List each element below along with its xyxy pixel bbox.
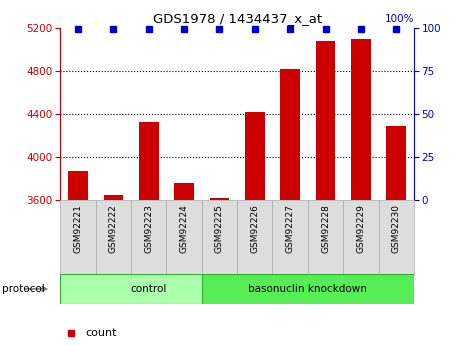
Bar	[131, 200, 166, 274]
Bar	[96, 200, 131, 274]
Bar	[174, 183, 194, 200]
Bar	[202, 274, 414, 304]
Text: GSM92222: GSM92222	[109, 204, 118, 253]
Bar	[308, 200, 343, 274]
Text: GSM92221: GSM92221	[73, 204, 83, 253]
Text: basonuclin knockdown: basonuclin knockdown	[248, 284, 367, 294]
Text: GSM92227: GSM92227	[286, 204, 295, 253]
Text: control: control	[131, 284, 167, 294]
Text: GSM92224: GSM92224	[179, 204, 189, 253]
Bar	[202, 200, 237, 274]
Bar	[351, 39, 371, 200]
Bar	[386, 126, 406, 200]
Text: GSM92223: GSM92223	[144, 204, 153, 253]
Bar	[379, 200, 414, 274]
Text: count: count	[85, 328, 117, 338]
Text: protocol: protocol	[2, 284, 45, 294]
Bar	[237, 200, 272, 274]
Title: GDS1978 / 1434437_x_at: GDS1978 / 1434437_x_at	[153, 12, 322, 25]
Bar	[104, 195, 123, 200]
Text: GSM92229: GSM92229	[356, 204, 365, 253]
Bar	[68, 171, 88, 200]
Text: GSM92225: GSM92225	[215, 204, 224, 253]
Bar	[316, 41, 335, 200]
Bar	[272, 200, 308, 274]
Bar	[60, 274, 237, 304]
Text: GSM92226: GSM92226	[250, 204, 259, 253]
Bar	[343, 200, 379, 274]
Bar	[280, 69, 300, 200]
Bar	[210, 198, 229, 200]
Bar	[139, 122, 159, 200]
Text: 100%: 100%	[385, 14, 414, 24]
Bar	[60, 200, 96, 274]
Bar	[166, 200, 202, 274]
Text: GSM92230: GSM92230	[392, 204, 401, 253]
Text: GSM92228: GSM92228	[321, 204, 330, 253]
Bar	[245, 112, 265, 200]
